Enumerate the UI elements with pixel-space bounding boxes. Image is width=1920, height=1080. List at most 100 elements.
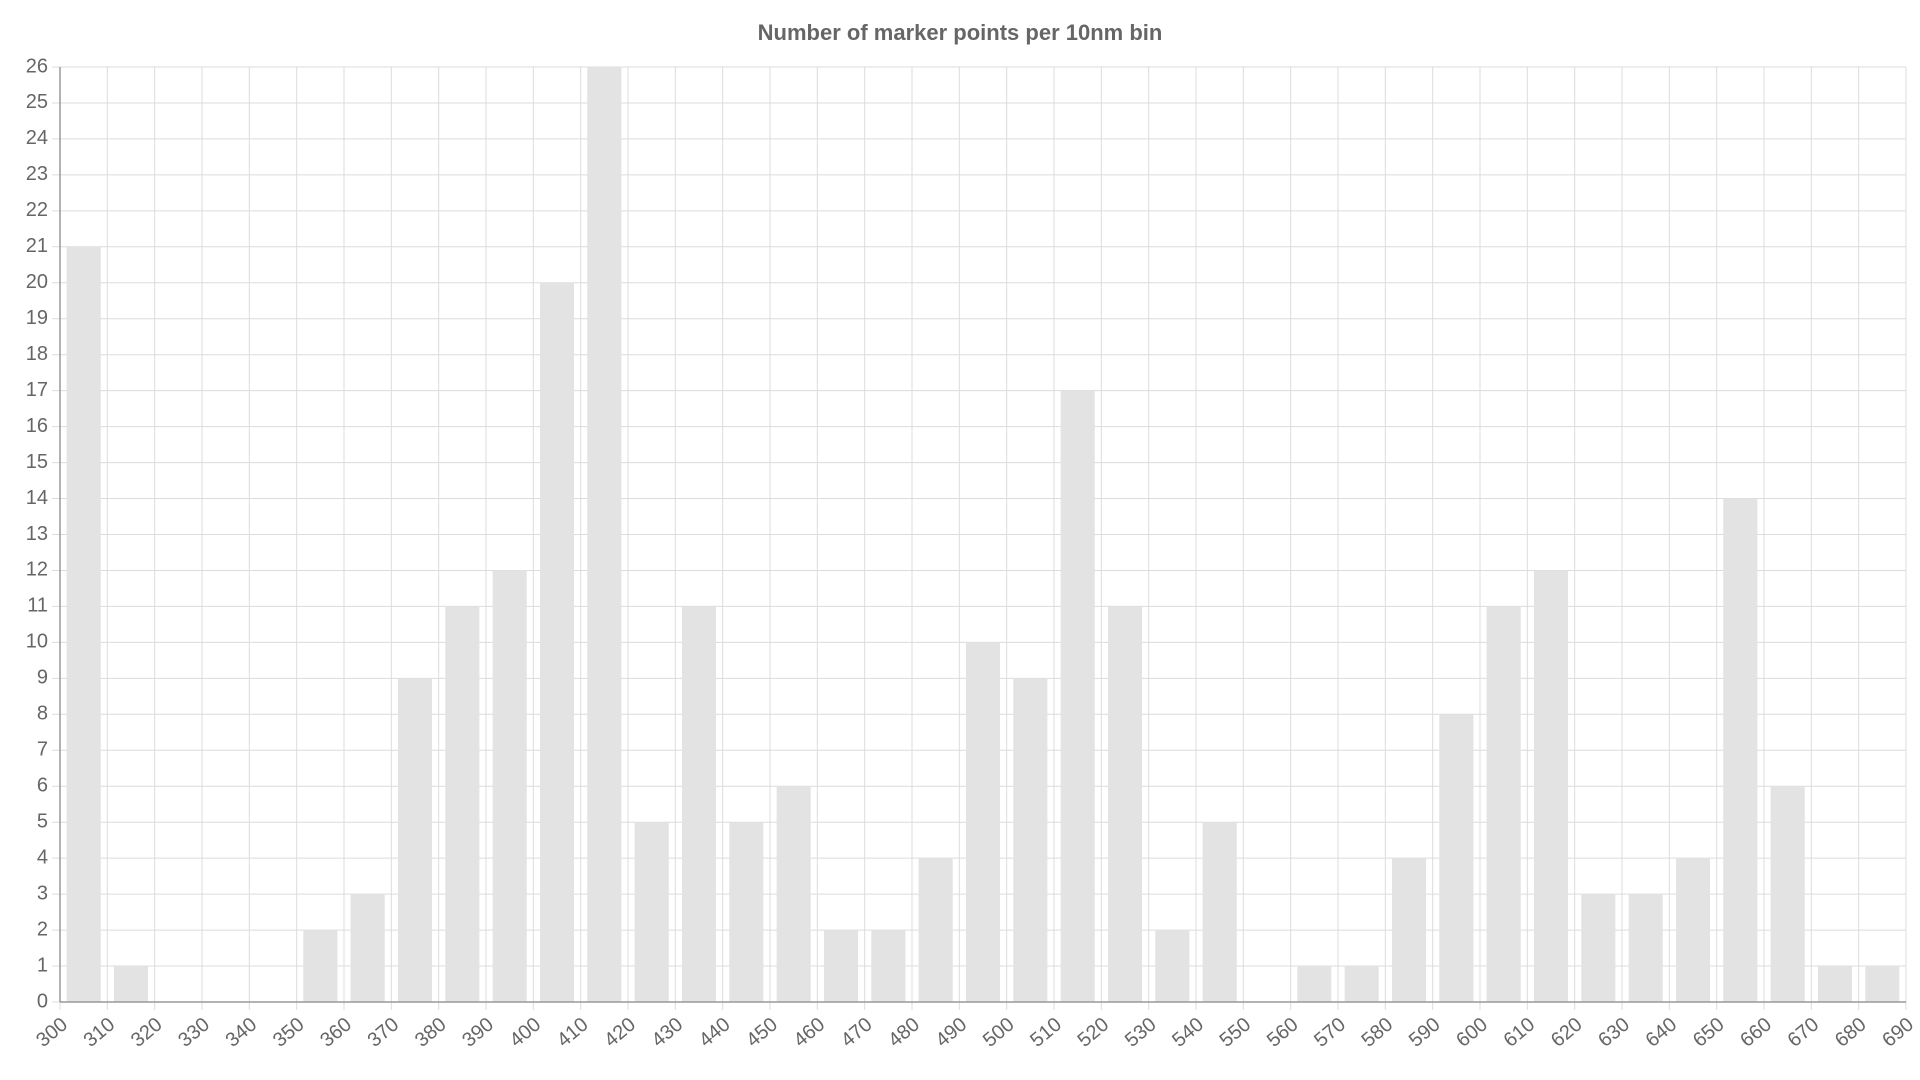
bar bbox=[113, 966, 149, 1002]
x-tick-label: 420 bbox=[600, 1013, 640, 1051]
bar bbox=[1013, 678, 1048, 1002]
bar bbox=[1107, 606, 1143, 1002]
x-tick-label: 350 bbox=[269, 1013, 309, 1051]
x-tick-label: 650 bbox=[1689, 1013, 1729, 1051]
bar bbox=[1581, 894, 1616, 1002]
bar bbox=[1060, 390, 1095, 1003]
bar bbox=[1486, 606, 1521, 1002]
y-tick-label: 1 bbox=[37, 954, 48, 976]
x-tick-label: 360 bbox=[316, 1013, 356, 1051]
y-tick-label: 12 bbox=[26, 559, 48, 581]
x-tick-label: 670 bbox=[1784, 1013, 1824, 1051]
x-tick-label: 460 bbox=[790, 1013, 830, 1051]
y-tick-label: 24 bbox=[26, 127, 48, 149]
y-tick-label: 13 bbox=[26, 523, 48, 545]
x-tick-label: 400 bbox=[506, 1013, 546, 1051]
bar bbox=[1723, 498, 1758, 1002]
x-tick-label: 330 bbox=[174, 1013, 214, 1051]
y-tick-label: 26 bbox=[26, 55, 48, 77]
bar bbox=[492, 570, 527, 1002]
bar bbox=[1391, 858, 1427, 1002]
bar bbox=[1155, 930, 1190, 1002]
bar bbox=[587, 67, 622, 1002]
x-tick-label: 320 bbox=[127, 1013, 167, 1051]
y-tick-label: 20 bbox=[26, 271, 48, 293]
x-tick-label: 480 bbox=[884, 1013, 924, 1051]
bar bbox=[66, 246, 101, 1003]
bar bbox=[1817, 966, 1853, 1002]
bar bbox=[729, 822, 764, 1002]
y-tick-label: 7 bbox=[37, 739, 48, 761]
y-tick-label: 2 bbox=[37, 918, 48, 940]
x-tick-label: 510 bbox=[1026, 1013, 1066, 1051]
x-tick-label: 490 bbox=[932, 1013, 972, 1051]
bar bbox=[871, 930, 906, 1002]
bar bbox=[1439, 714, 1474, 1002]
y-tick-label: 14 bbox=[26, 487, 48, 509]
x-tick-label: 520 bbox=[1074, 1013, 1114, 1051]
bar bbox=[1770, 786, 1805, 1002]
y-tick-label: 5 bbox=[37, 810, 48, 832]
bar bbox=[823, 930, 859, 1002]
bar bbox=[965, 642, 1001, 1002]
x-tick-label: 660 bbox=[1736, 1013, 1776, 1051]
bar bbox=[776, 786, 811, 1002]
bar bbox=[1865, 966, 1900, 1002]
bar bbox=[303, 930, 338, 1002]
x-tick-label: 450 bbox=[742, 1013, 782, 1051]
bar bbox=[397, 678, 433, 1002]
y-tick-label: 21 bbox=[26, 235, 48, 257]
x-tick-label: 680 bbox=[1831, 1013, 1871, 1051]
y-tick-label: 6 bbox=[37, 775, 48, 797]
x-tick-label: 640 bbox=[1642, 1013, 1682, 1051]
y-tick-label: 23 bbox=[26, 163, 48, 185]
x-tick-label: 550 bbox=[1216, 1013, 1256, 1051]
x-tick-label: 410 bbox=[553, 1013, 593, 1051]
y-tick-label: 0 bbox=[37, 990, 48, 1012]
x-tick-label: 600 bbox=[1452, 1013, 1492, 1051]
chart-title: Number of marker points per 10nm bin bbox=[758, 20, 1163, 45]
x-tick-label: 630 bbox=[1594, 1013, 1634, 1051]
x-tick-label: 440 bbox=[695, 1013, 735, 1051]
bar bbox=[634, 822, 669, 1002]
y-tick-label: 3 bbox=[37, 882, 48, 904]
x-tick-label: 300 bbox=[32, 1013, 72, 1051]
y-tick-label: 19 bbox=[26, 307, 48, 329]
y-tick-label: 8 bbox=[37, 703, 48, 725]
x-tick-label: 340 bbox=[222, 1013, 262, 1051]
bar bbox=[1202, 822, 1237, 1002]
y-tick-label: 22 bbox=[26, 199, 48, 221]
y-tick-label: 10 bbox=[26, 631, 48, 653]
bar bbox=[445, 606, 480, 1002]
x-tick-label: 430 bbox=[648, 1013, 688, 1051]
x-tick-label: 690 bbox=[1878, 1013, 1918, 1051]
bar bbox=[1628, 894, 1663, 1002]
bar bbox=[350, 894, 385, 1002]
x-tick-label: 610 bbox=[1500, 1013, 1540, 1051]
bar bbox=[1344, 966, 1379, 1002]
y-tick-label: 15 bbox=[26, 451, 48, 473]
x-tick-label: 530 bbox=[1121, 1013, 1161, 1051]
x-tick-label: 390 bbox=[458, 1013, 498, 1051]
y-tick-label: 4 bbox=[37, 846, 48, 868]
bar bbox=[1297, 966, 1332, 1002]
x-tick-label: 380 bbox=[411, 1013, 451, 1051]
y-tick-label: 25 bbox=[26, 91, 48, 113]
y-tick-label: 9 bbox=[37, 667, 48, 689]
x-tick-label: 570 bbox=[1310, 1013, 1350, 1051]
y-tick-label: 11 bbox=[27, 595, 48, 617]
y-tick-label: 18 bbox=[26, 343, 48, 365]
x-tick-label: 560 bbox=[1263, 1013, 1303, 1051]
bar bbox=[681, 606, 717, 1002]
x-tick-label: 590 bbox=[1405, 1013, 1445, 1051]
bar bbox=[539, 282, 575, 1002]
x-tick-label: 370 bbox=[364, 1013, 404, 1051]
bar bbox=[918, 858, 953, 1002]
x-tick-label: 310 bbox=[80, 1013, 120, 1051]
x-tick-label: 500 bbox=[979, 1013, 1019, 1051]
y-tick-label: 16 bbox=[26, 415, 48, 437]
x-tick-label: 620 bbox=[1547, 1013, 1587, 1051]
y-tick-label: 17 bbox=[26, 379, 48, 401]
